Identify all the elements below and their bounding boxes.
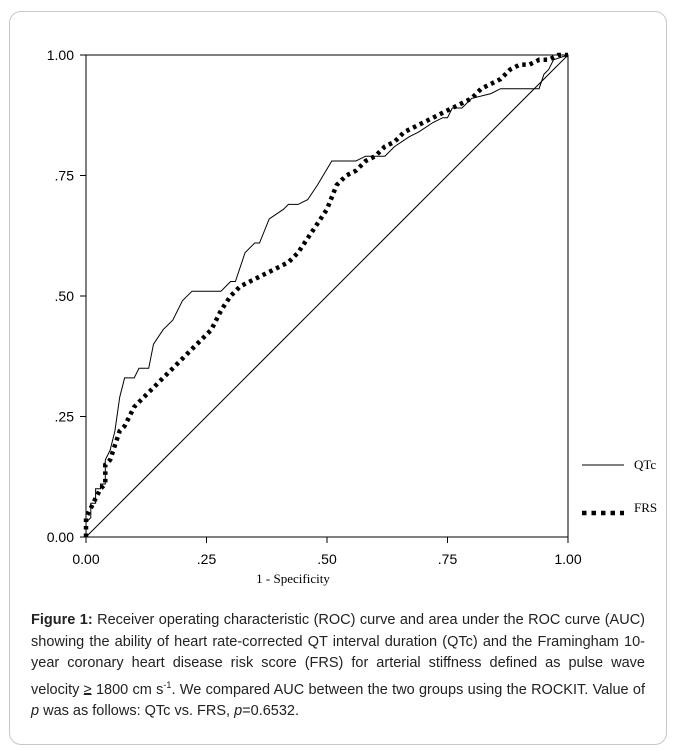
reference-diagonal [85, 54, 569, 538]
legend-label-qtc: QTc [634, 457, 656, 472]
figure-frame [9, 11, 667, 745]
caption-geq: ≥ [83, 681, 92, 698]
caption-text-1: Receiver operating characteristic (ROC) … [31, 612, 645, 698]
caption-superscript: -1 [163, 679, 172, 690]
caption-p: p [31, 702, 40, 719]
caption-text-2: 1800 cm s [91, 681, 164, 698]
x-tick-label: 0.00 [72, 551, 99, 567]
caption-p-2: p [234, 702, 243, 719]
y-axis-ticks: 0.00 .25 .50 .75 1.00 [47, 47, 86, 545]
figure-caption: Figure 1: Receiver operating characteris… [31, 610, 645, 722]
y-tick-label: .75 [55, 168, 75, 184]
x-axis-label: 1 - Specificity [256, 571, 330, 586]
y-tick-label: .50 [55, 288, 75, 304]
y-tick-label: .25 [55, 409, 75, 425]
x-tick-label: .25 [197, 551, 217, 567]
caption-label: Figure 1: [31, 612, 93, 628]
legend-label-frs: FRS [634, 500, 657, 515]
caption-text-5: =0.6532. [242, 702, 300, 719]
caption-text-3: . We compared AUC between the two groups… [171, 681, 646, 698]
y-tick-label: 1.00 [47, 47, 74, 63]
x-tick-label: 1.00 [554, 551, 581, 567]
series-line-qtc [85, 54, 569, 537]
x-tick-label: .75 [438, 551, 458, 567]
roc-chart: 0.00 .25 .50 .75 1.00 0.00 .25 .50 .75 1.00 1 - … [47, 47, 657, 586]
series-layer [83, 52, 569, 538]
x-tick-label: .50 [317, 551, 337, 567]
y-tick-label: 0.00 [47, 529, 74, 545]
caption-text-4: was as follows: QTc vs. FRS, [39, 702, 235, 719]
x-axis-ticks: 0.00 .25 .50 .75 1.00 [72, 537, 582, 567]
legend: QTc FRS [582, 457, 657, 516]
